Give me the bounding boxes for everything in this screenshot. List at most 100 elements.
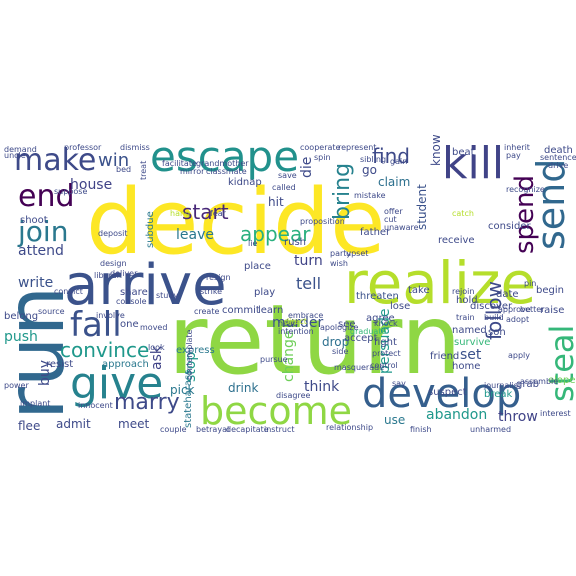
cloud-word: catch bbox=[452, 209, 474, 218]
cloud-word: begin bbox=[536, 285, 564, 296]
cloud-word: meet bbox=[118, 417, 150, 431]
cloud-word: convince bbox=[60, 338, 150, 362]
cloud-word: drive bbox=[548, 161, 569, 170]
cloud-word: leave bbox=[176, 227, 214, 243]
cloud-word: become bbox=[200, 389, 353, 433]
cloud-word: approach bbox=[102, 359, 149, 370]
cloud-word: play bbox=[254, 287, 276, 298]
cloud-word: professor bbox=[64, 143, 102, 152]
cloud-word: demand bbox=[4, 145, 37, 154]
cloud-word: sibling bbox=[360, 155, 387, 164]
cloud-word: build bbox=[484, 313, 504, 322]
cloud-word: use bbox=[384, 413, 406, 427]
cloud-word: give bbox=[70, 358, 164, 409]
cloud-word: attend bbox=[18, 243, 64, 259]
cloud-word: save bbox=[278, 171, 297, 180]
cloud-word: drink bbox=[228, 381, 259, 395]
cloud-word: die bbox=[299, 156, 315, 178]
cloud-word: realize bbox=[344, 249, 537, 317]
cloud-word: head bbox=[278, 319, 298, 328]
cloud-word: return bbox=[168, 284, 462, 396]
cloud-word: pursue bbox=[260, 355, 288, 364]
cloud-word: unharmed bbox=[470, 425, 512, 434]
cloud-word: fight bbox=[374, 337, 397, 348]
cloud-word: hold bbox=[456, 295, 478, 306]
cloud-word: bed bbox=[116, 165, 132, 174]
cloud-word: lose bbox=[390, 301, 411, 312]
cloud-word: gain bbox=[390, 157, 408, 166]
cloud-word: hit bbox=[268, 195, 284, 209]
cloud-word: apologize bbox=[320, 323, 359, 332]
cloud-word: drop bbox=[322, 335, 350, 349]
cloud-word: deposit bbox=[98, 229, 128, 238]
cloud-word: suspect bbox=[428, 387, 467, 398]
cloud-word: pick bbox=[170, 383, 195, 397]
cloud-word: assemble bbox=[520, 377, 559, 386]
cloud-word: father bbox=[360, 227, 391, 238]
cloud-word: instruct bbox=[264, 425, 295, 434]
cloud-word: appear bbox=[240, 222, 311, 246]
cloud-word: see bbox=[338, 319, 356, 330]
cloud-word: cut bbox=[384, 215, 397, 224]
cloud-word: fall bbox=[70, 305, 122, 345]
cloud-word: agree bbox=[366, 313, 395, 324]
cloud-word: express bbox=[176, 345, 215, 356]
cloud-word: masquerade bbox=[334, 363, 385, 372]
cloud-word: interest bbox=[540, 409, 571, 418]
cloud-word: escape bbox=[150, 132, 300, 181]
cloud-word: death bbox=[544, 145, 573, 156]
cloud-word: elope bbox=[548, 375, 576, 386]
cloud-word: set bbox=[460, 347, 482, 363]
cloud-word: proposition bbox=[300, 217, 345, 226]
cloud-word: steal bbox=[543, 324, 576, 402]
cloud-word: represent bbox=[338, 143, 377, 152]
cloud-word: rush bbox=[284, 237, 306, 248]
cloud-word: mirror bbox=[180, 167, 205, 176]
cloud-word: abandon bbox=[426, 407, 488, 423]
cloud-word: tell bbox=[296, 274, 322, 293]
cloud-word: liberal bbox=[94, 271, 119, 280]
cloud-word: say bbox=[392, 379, 406, 388]
cloud-word: win bbox=[98, 150, 130, 171]
cloud-word: house bbox=[70, 177, 113, 193]
cloud-word: date bbox=[496, 289, 519, 300]
cloud-word: decapitate bbox=[226, 425, 269, 434]
cloud-word: journalist bbox=[484, 381, 522, 390]
cloud-word: called bbox=[272, 183, 296, 192]
cloud-word: study bbox=[156, 291, 179, 300]
cloud-word: suppose bbox=[54, 187, 88, 196]
cloud-word: moved bbox=[140, 323, 168, 332]
cloud-word: involve bbox=[96, 311, 125, 320]
cloud-word: sentence bbox=[540, 153, 576, 162]
cloud-word: knock bbox=[374, 319, 398, 328]
cloud-word: throw bbox=[498, 409, 538, 425]
cloud-word: belong bbox=[4, 311, 39, 322]
cloud-word: implant bbox=[20, 399, 51, 408]
cloud-word: go bbox=[362, 163, 377, 177]
cloud-word: take bbox=[408, 285, 430, 296]
cloud-word: join bbox=[18, 215, 69, 248]
cloud-word: grandmother bbox=[196, 159, 249, 168]
cloud-word: subdue bbox=[145, 211, 156, 248]
cloud-word: disagree bbox=[276, 391, 311, 400]
cloud-word: classmate bbox=[206, 167, 247, 176]
cloud-word: treat bbox=[139, 160, 148, 180]
cloud-word: betrayal bbox=[196, 425, 230, 434]
cloud-word: push bbox=[4, 329, 38, 345]
cloud-word: accept bbox=[344, 333, 378, 344]
cloud-word: uncle bbox=[4, 151, 26, 160]
cloud-word: son bbox=[488, 327, 506, 338]
cloud-word: raise bbox=[540, 305, 565, 316]
cloud-word: marry bbox=[114, 390, 180, 415]
cloud-word: deliver bbox=[110, 269, 138, 278]
cloud-word: friend bbox=[430, 351, 460, 362]
cloud-word: mistake bbox=[354, 191, 386, 200]
cloud-word: consider bbox=[488, 221, 531, 232]
cloud-word: approve bbox=[498, 305, 531, 314]
cloud-word: develop bbox=[362, 371, 522, 417]
cloud-word: cooperate bbox=[300, 143, 341, 152]
cloud-word: named bbox=[452, 325, 487, 336]
cloud-word: decide bbox=[86, 170, 386, 275]
cloud-word: find bbox=[372, 144, 410, 168]
cloud-word: resist bbox=[46, 359, 74, 370]
